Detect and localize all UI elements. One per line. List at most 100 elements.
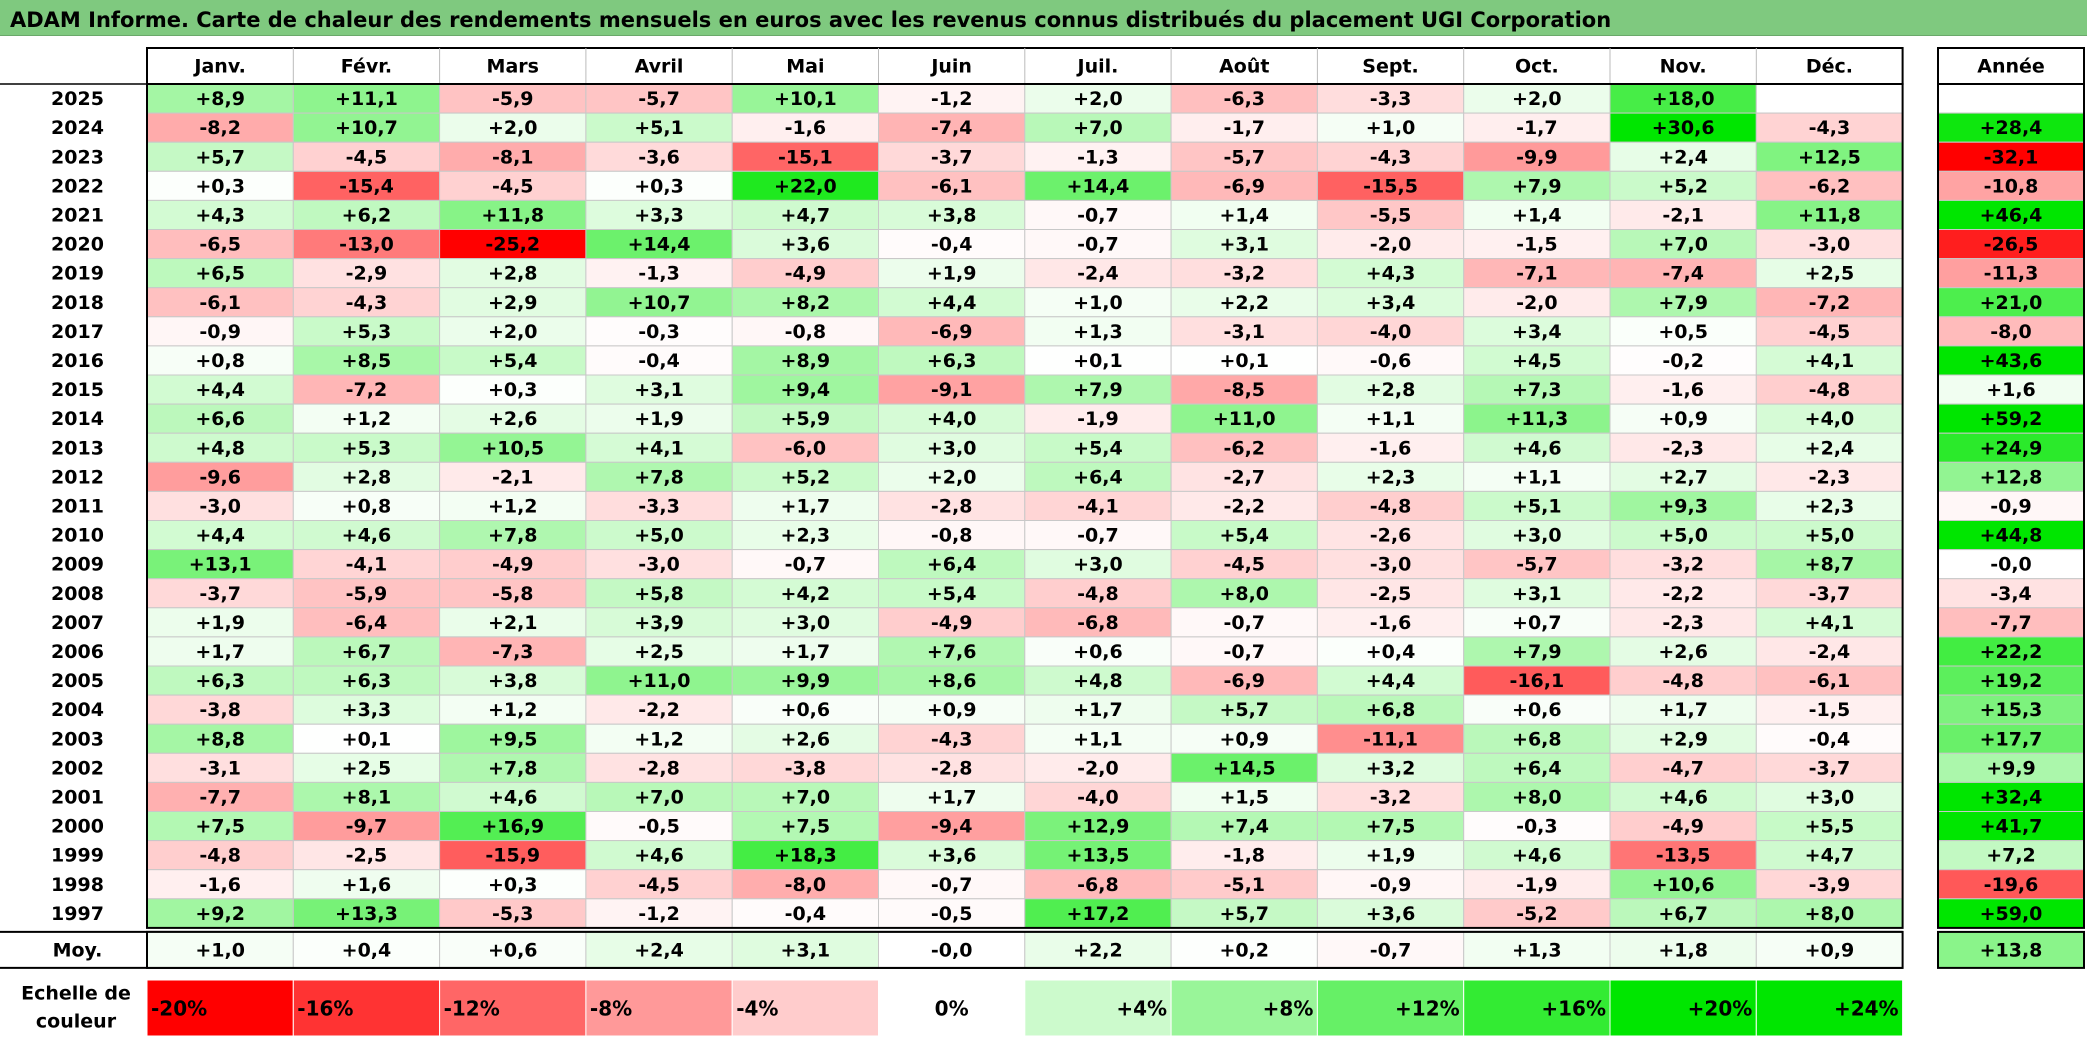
cell-value: +6,3 (342, 670, 392, 692)
heatmap-cell (1463, 287, 1611, 318)
heatmap-cell (1609, 811, 1757, 842)
heatmap-cell (439, 432, 587, 463)
cell-value: +9,2 (195, 903, 245, 925)
annual-value: +46,4 (1980, 204, 2043, 226)
heatmap-cell (1463, 898, 1611, 929)
row-year-label: 2004 (51, 699, 104, 721)
annual-frame (1937, 83, 2085, 929)
cell-value: -8,0 (785, 874, 827, 896)
cell-value: -1,2 (638, 903, 680, 925)
cell-value: +3,9 (634, 612, 684, 634)
annual-cell (1937, 374, 2085, 405)
cell-value: +5,7 (195, 146, 245, 168)
heatmap-cell (731, 578, 880, 609)
cell-value: -13,0 (339, 234, 394, 256)
cell-value: +1,7 (781, 641, 831, 663)
cell-value: +3,1 (1512, 583, 1562, 605)
heatmap-cell (1024, 607, 1172, 638)
cell-value: +5,0 (1658, 525, 1708, 547)
heatmap-cell (1170, 374, 1318, 405)
cell-value: +2,5 (634, 641, 684, 663)
cell-value: +3,4 (1512, 321, 1562, 343)
heatmap-cell (731, 752, 880, 783)
cell-value: +1,7 (927, 786, 977, 808)
heatmap-cell (1024, 490, 1172, 521)
cell-value: +6,5 (195, 263, 245, 285)
annual-cell (1937, 549, 2085, 580)
annual-value: +17,7 (1980, 728, 2043, 750)
cell-value: +11,8 (1798, 204, 1861, 226)
heatmap-cell (292, 490, 441, 521)
cell-value: -6,8 (1077, 612, 1119, 634)
cell-value: -4,9 (931, 612, 973, 634)
cell-value: -0,6 (1370, 350, 1412, 372)
heatmap-cell (439, 112, 587, 143)
cell-value: -4,8 (1662, 670, 1704, 692)
cell-value: +8,5 (342, 350, 392, 372)
heatmap-cell (1170, 723, 1318, 754)
cell-value: +1,3 (1073, 321, 1123, 343)
heatmap-cell (731, 287, 880, 318)
heatmap-cell (731, 199, 880, 230)
cell-value: +9,3 (1658, 495, 1708, 517)
annual-value: -0,0 (1990, 554, 2032, 576)
annual-cell (1937, 345, 2085, 376)
average-value: +2,2 (1073, 939, 1123, 961)
cell-value: -2,2 (638, 699, 680, 721)
heatmap-cell (146, 636, 294, 667)
color-scale-label: Echelle de (21, 983, 131, 1005)
heatmap-cell (292, 432, 441, 463)
color-scale-swatch (731, 979, 880, 1037)
heatmap-cell (1170, 432, 1318, 463)
heatmap-cell (1316, 374, 1465, 405)
heatmap-cell (878, 170, 1026, 201)
cell-value: -6,9 (1223, 175, 1265, 197)
cell-value: -0,4 (785, 903, 827, 925)
cell-value: +5,4 (488, 350, 538, 372)
cell-value: +7,9 (1512, 641, 1562, 663)
color-scale-stop: +16% (1541, 997, 1606, 1021)
row-year-label: 2008 (51, 583, 104, 605)
cell-value: -3,0 (1809, 234, 1851, 256)
average-cell (878, 931, 1026, 969)
heatmap-cell (731, 112, 880, 143)
row-year-label: 2023 (51, 146, 104, 168)
cell-value: +1,2 (488, 699, 538, 721)
cell-value: +11,0 (628, 670, 691, 692)
cell-value: +1,2 (634, 728, 684, 750)
heatmap-cell (292, 869, 441, 900)
color-scale-stop: +24% (1834, 997, 1899, 1021)
cell-value: -3,3 (638, 495, 680, 517)
cell-value: -4,9 (785, 263, 827, 285)
heatmap-cell (1755, 287, 1904, 318)
cell-value: +1,0 (1366, 117, 1416, 139)
cell-value: -2,8 (931, 757, 973, 779)
row-year-label: 2007 (51, 612, 104, 634)
cell-value: +2,4 (1805, 437, 1855, 459)
cell-value: -5,2 (1516, 903, 1558, 925)
cell-value: +4,6 (488, 786, 538, 808)
heatmap-cell (1463, 316, 1611, 347)
heatmap-cell (731, 229, 880, 260)
cell-value: +2,0 (488, 321, 538, 343)
heatmap-cell (292, 287, 441, 318)
cell-value: +1,9 (927, 263, 977, 285)
heatmap-cell (1316, 607, 1465, 638)
heatmap-cell (731, 258, 880, 289)
cell-value: +1,4 (1219, 204, 1269, 226)
cell-value: -0,3 (1516, 816, 1558, 838)
color-scale-swatch (1463, 979, 1611, 1037)
heatmap-cell (1755, 374, 1904, 405)
average-label: Moy. (53, 939, 103, 961)
cell-value: +8,7 (1805, 554, 1855, 576)
heatmap-cell (292, 665, 441, 696)
heatmap-cell (1316, 229, 1465, 260)
cell-value: -3,8 (199, 699, 241, 721)
color-scale-stop: 0% (935, 997, 969, 1021)
cell-value: +6,6 (195, 408, 245, 430)
heatmap-cell (1024, 141, 1172, 172)
heatmap-cell (585, 549, 733, 580)
heatmap-cell (1609, 112, 1757, 143)
cell-value: +0,3 (634, 175, 684, 197)
cell-value: +4,6 (1512, 437, 1562, 459)
